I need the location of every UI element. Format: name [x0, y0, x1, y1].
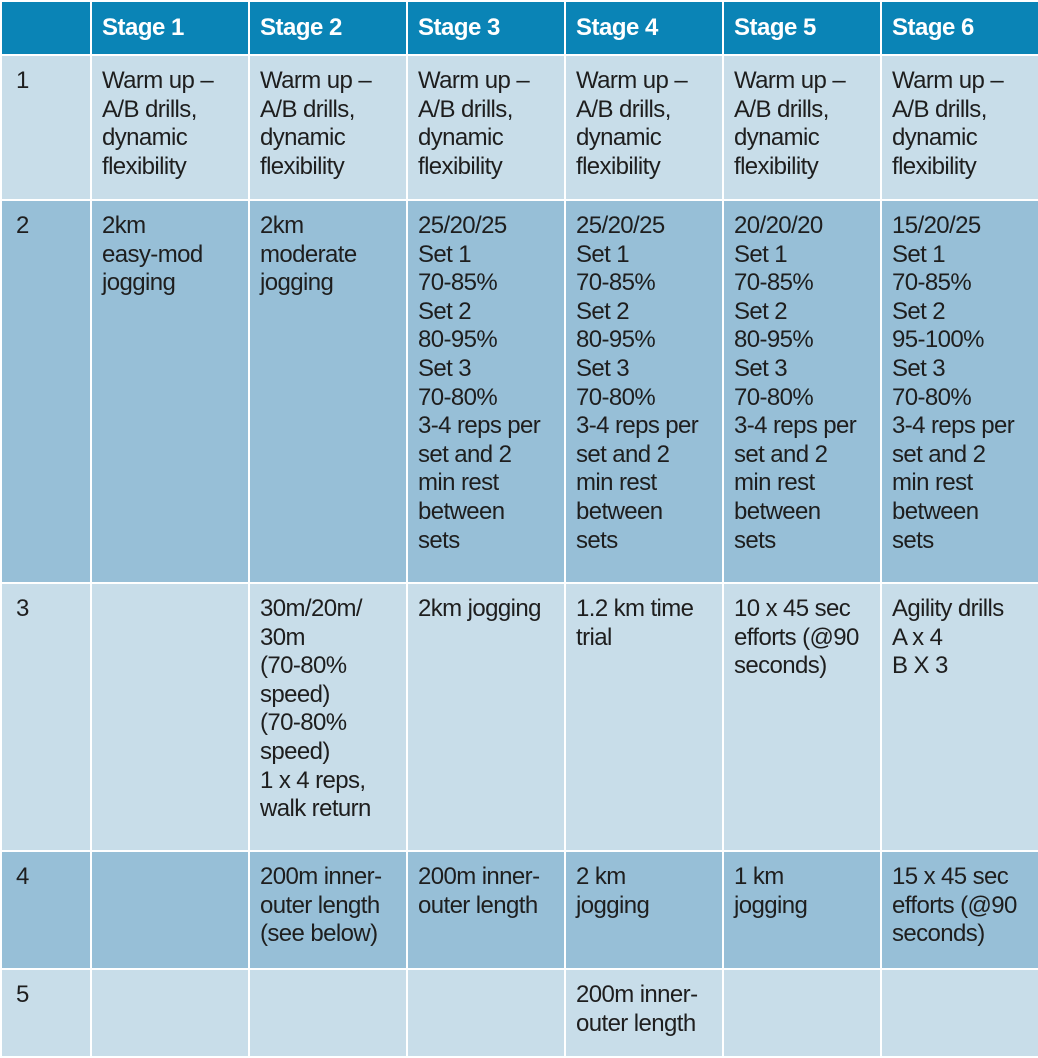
table-cell: Warm up – A/B drills, dynamic flexibilit…	[90, 54, 250, 201]
table-cell	[248, 968, 408, 1058]
table-cell: Warm up – A/B drills, dynamic flexibilit…	[248, 54, 408, 201]
header-corner	[0, 0, 92, 56]
table-row: 2 2km easy-mod jogging 2km moderate jogg…	[0, 199, 1038, 584]
table-cell: Warm up – A/B drills, dynamic flexibilit…	[406, 54, 566, 201]
table-header: Stage 1 Stage 2 Stage 3 Stage 4 Stage 5 …	[0, 0, 1038, 56]
table-cell: Agility drills A x 4 B X 3	[880, 582, 1038, 852]
header-row: Stage 1 Stage 2 Stage 3 Stage 4 Stage 5 …	[0, 0, 1038, 56]
table-body: 1 Warm up – A/B drills, dynamic flexibil…	[0, 54, 1038, 1058]
row-number: 2	[0, 199, 92, 584]
table-cell: Warm up – A/B drills, dynamic flexibilit…	[722, 54, 882, 201]
table-row: 1 Warm up – A/B drills, dynamic flexibil…	[0, 54, 1038, 201]
table-cell: 1 km jogging	[722, 850, 882, 970]
header-stage-6: Stage 6	[880, 0, 1038, 56]
table-cell: 15 x 45 sec efforts (@90 seconds)	[880, 850, 1038, 970]
table-cell	[90, 968, 250, 1058]
table-cell: 1.2 km time trial	[564, 582, 724, 852]
table-cell	[90, 850, 250, 970]
table-cell: 2km moderate jogging	[248, 199, 408, 584]
header-stage-1: Stage 1	[90, 0, 250, 56]
table-cell: 10 x 45 sec efforts (@90 seconds)	[722, 582, 882, 852]
table-cell: 2km jogging	[406, 582, 566, 852]
table-cell: 200m inner- outer length	[564, 968, 724, 1058]
table-cell: 200m inner- outer length	[406, 850, 566, 970]
table-cell: 2km easy-mod jogging	[90, 199, 250, 584]
row-number: 4	[0, 850, 92, 970]
table-row: 5 200m inner- outer length	[0, 968, 1038, 1058]
table-cell: 200m inner- outer length (see below)	[248, 850, 408, 970]
table-row: 3 30m/20m/ 30m (70-80% speed) (70-80% sp…	[0, 582, 1038, 852]
row-number: 3	[0, 582, 92, 852]
table-cell: 20/20/20 Set 1 70-85% Set 2 80-95% Set 3…	[722, 199, 882, 584]
header-stage-5: Stage 5	[722, 0, 882, 56]
header-stage-2: Stage 2	[248, 0, 408, 56]
table-cell	[722, 968, 882, 1058]
header-stage-3: Stage 3	[406, 0, 566, 56]
table-cell	[880, 968, 1038, 1058]
table-cell: 25/20/25 Set 1 70-85% Set 2 80-95% Set 3…	[406, 199, 566, 584]
row-number: 1	[0, 54, 92, 201]
header-stage-4: Stage 4	[564, 0, 724, 56]
table-cell	[90, 582, 250, 852]
table-cell	[406, 968, 566, 1058]
table-cell: Warm up – A/B drills, dynamic flexibilit…	[880, 54, 1038, 201]
table-cell: 2 km jogging	[564, 850, 724, 970]
table-cell: 25/20/25 Set 1 70-85% Set 2 80-95% Set 3…	[564, 199, 724, 584]
table-cell: 15/20/25 Set 1 70-85% Set 2 95-100% Set …	[880, 199, 1038, 584]
table-cell: 30m/20m/ 30m (70-80% speed) (70-80% spee…	[248, 582, 408, 852]
row-number: 5	[0, 968, 92, 1058]
table-cell: Warm up – A/B drills, dynamic flexibilit…	[564, 54, 724, 201]
table-row: 4 200m inner- outer length (see below) 2…	[0, 850, 1038, 970]
